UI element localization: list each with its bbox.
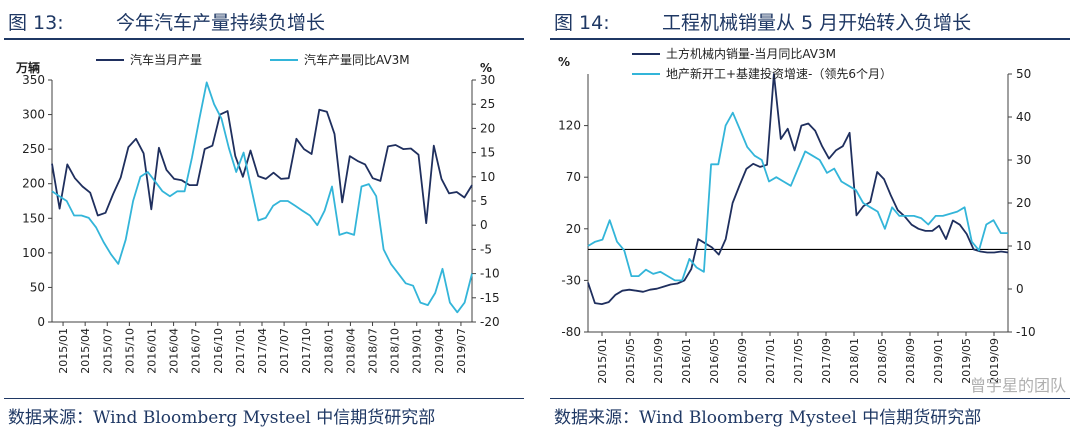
left-tick-label: 150 (22, 211, 45, 225)
right-tick-label: 20 (1016, 196, 1031, 210)
x-tick-label: 2017/09 (820, 338, 833, 384)
x-tick-label: 2017/07 (278, 328, 291, 374)
chart-number: 图 13: (8, 12, 64, 34)
legend-label: 汽车当月产量 (130, 52, 202, 67)
x-tick-label: 2015/01 (596, 338, 609, 384)
left-tick-label: 20 (566, 222, 581, 236)
left-unit-label: % (558, 55, 570, 69)
x-tick-label: 2019/09 (988, 338, 1001, 384)
x-tick-label: 2019/05 (960, 338, 973, 384)
right-tick-label: 20 (480, 121, 495, 135)
x-tick-label: 2015/07 (101, 328, 114, 374)
x-tick-label: 2018/10 (389, 328, 402, 374)
x-tick-label: 2017/10 (300, 328, 313, 374)
left-tick-label: 120 (558, 119, 581, 133)
x-tick-label: 2015/10 (123, 328, 136, 374)
chart-title: 图 13: 今年汽车产量持续负增长 (8, 8, 325, 35)
x-tick-label: 2019/04 (433, 328, 446, 374)
right-tick-label: 40 (1016, 110, 1031, 124)
x-tick-label: 2018/05 (876, 338, 889, 384)
source-note: 数据来源：Wind Bloomberg Mysteel 中信期货研究部 (554, 408, 982, 428)
x-tick-label: 2016/09 (736, 338, 749, 384)
legend-label: 地产新开工+基建投资增速-（领先6个月） (666, 66, 892, 81)
series-line-1 (587, 73, 1009, 306)
left-tick-label: -30 (561, 273, 581, 287)
right-tick-label: 0 (480, 218, 488, 232)
source-rule (4, 398, 524, 399)
left-tick-label: 350 (22, 73, 45, 87)
x-tick-label: 2018/09 (904, 338, 917, 384)
left-tick-label: 70 (566, 170, 581, 184)
source-rule (550, 398, 1070, 399)
right-tick-label: -10 (1016, 325, 1036, 339)
series-line-2 (51, 81, 473, 314)
left-tick-label: 100 (22, 246, 45, 260)
series-line-2 (587, 111, 1008, 282)
source-note: 数据来源：Wind Bloomberg Mysteel 中信期货研究部 (8, 408, 436, 428)
left-tick-label: -80 (561, 325, 581, 339)
right-tick-label: -20 (480, 315, 500, 329)
right-tick-label: 5 (480, 194, 488, 208)
right-tick-label: 15 (480, 146, 495, 160)
right-tick-label: 10 (480, 170, 495, 184)
x-tick-label: 2015/04 (79, 328, 92, 374)
x-tick-label: 2019/01 (411, 328, 424, 374)
x-tick-label: 2018/01 (848, 338, 861, 384)
chart-left-svg: 0 50 100 150 200 250 300 350 -20 -15 -10 -5 0 5 10 15 20… (15, 52, 500, 374)
x-tick-label: 2016/01 (145, 328, 158, 374)
x-tick-label: 2017/04 (256, 328, 269, 374)
chart-title: 图 14: 工程机械销量从 5 月开始转入负增长 (554, 8, 971, 35)
x-tick-label: 2016/05 (708, 338, 721, 384)
left-tick-label: 250 (22, 142, 45, 156)
right-tick-label: 50 (1016, 67, 1031, 81)
x-tick-label: 2015/05 (624, 338, 637, 384)
x-tick-label: 2019/01 (932, 338, 945, 384)
x-tick-label: 2018/04 (344, 328, 357, 374)
x-tick-label: 2017/01 (764, 338, 777, 384)
legend-label: 汽车产量同比AV3M (304, 52, 410, 67)
chart-title-text: 工程机械销量从 5 月开始转入负增长 (662, 12, 972, 34)
chart-panel-left: 图 13: 今年汽车产量持续负增长 0 50 100 150 200 250 300 350 -2… (0, 0, 530, 439)
right-tick-label: 30 (1016, 153, 1031, 167)
right-unit-label: % (480, 61, 492, 75)
watermark: 曾宇星的团队 (969, 376, 1066, 395)
chart-title-text: 今年汽车产量持续负增长 (116, 12, 326, 34)
right-tick-label: 10 (1016, 239, 1031, 253)
left-tick-label: 50 (30, 280, 45, 294)
title-rule (550, 38, 1070, 40)
x-tick-label: 2016/04 (168, 328, 181, 374)
x-tick-label: 2015/09 (652, 338, 665, 384)
x-tick-label: 2019/07 (455, 328, 468, 374)
x-tick-label: 2016/10 (212, 328, 225, 374)
right-tick-label: 25 (480, 97, 495, 111)
x-tick-label: 2016/01 (680, 338, 693, 384)
legend-label: 土方机械内销量-当月同比AV3M (666, 46, 836, 61)
chart-panel-right: 图 14: 工程机械销量从 5 月开始转入负增长 -80 -30 20 70 120 -10… (546, 0, 1076, 439)
x-tick-label: 2017/01 (234, 328, 247, 374)
x-tick-label: 2018/07 (367, 328, 380, 374)
left-unit-label: 万辆 (15, 60, 40, 75)
left-tick-label: 200 (22, 177, 45, 191)
x-tick-label: 2015/01 (57, 328, 70, 374)
chart-number: 图 14: (554, 12, 610, 34)
right-tick-label: 0 (1016, 282, 1024, 296)
right-tick-label: -15 (480, 291, 500, 305)
x-tick-label: 2017/05 (792, 338, 805, 384)
chart-right-svg: -80 -30 20 70 120 -10 0 10 20 30 40 50% 2015/01 2015/… (558, 46, 1036, 384)
x-tick-label: 2018/01 (322, 328, 335, 374)
title-rule (4, 38, 524, 40)
right-tick-label: -5 (480, 242, 492, 256)
right-tick-label: -10 (480, 267, 500, 281)
right-tick-label: 30 (480, 73, 495, 87)
left-tick-label: 0 (37, 315, 45, 329)
x-tick-label: 2016/07 (190, 328, 203, 374)
left-tick-label: 300 (22, 108, 45, 122)
series-line-1 (51, 108, 473, 225)
